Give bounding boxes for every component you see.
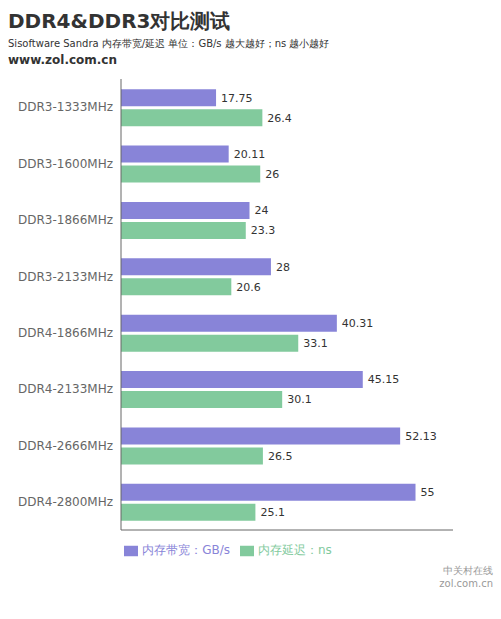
svg-text:23.3: 23.3 [251,224,276,237]
html-text:内存延迟：ns: 内存延迟：ns [258,543,332,557]
svg-text:28: 28 [276,261,290,274]
svg-text:17.75: 17.75 [221,92,253,105]
svg-text:52.13: 52.13 [405,430,437,443]
html-text:www.zol.com.cn: www.zol.com.cn [8,53,117,67]
svg-text:55: 55 [421,486,435,499]
svg-text:20.6: 20.6 [236,281,261,294]
svg-text:26.5: 26.5 [268,450,293,463]
html-text:zol.com.cn: zol.com.cn [439,578,493,589]
html-text:内存带宽：GB/s: 内存带宽：GB/s [142,543,230,557]
svg-text:DDR4-1866MHz: DDR4-1866MHz [18,326,113,340]
html-text:中关村在线: 中关村在线 [443,565,493,576]
svg-text:26.4: 26.4 [267,112,292,125]
svg-text:26: 26 [265,168,279,181]
svg-text:25.1: 25.1 [260,506,285,519]
svg-text:33.1: 33.1 [303,337,328,350]
svg-text:DDR4-2800MHz: DDR4-2800MHz [18,495,113,509]
html-text:Sisoftware Sandra 内存带宽/延迟 单位：G: Sisoftware Sandra 内存带宽/延迟 单位：GB/s 越大越好；n… [8,38,330,49]
svg-text:20.11: 20.11 [234,148,265,161]
svg-text:24: 24 [255,204,269,217]
svg-text:45.15: 45.15 [368,373,400,386]
svg-text:DDR4-2666MHz: DDR4-2666MHz [18,439,113,453]
svg-text:DDR3-2133MHz: DDR3-2133MHz [18,270,113,284]
html-text:DDR4&DDR3对比测试: DDR4&DDR3对比测试 [8,9,231,33]
svg-text:DDR3-1600MHz: DDR3-1600MHz [18,157,113,171]
svg-text:30.1: 30.1 [287,393,312,406]
svg-text:DDR3-1333MHz: DDR3-1333MHz [18,100,113,114]
svg-text:40.31: 40.31 [342,317,374,330]
svg-text:DDR3-1866MHz: DDR3-1866MHz [18,213,113,227]
svg-text:DDR4-2133MHz: DDR4-2133MHz [18,382,113,396]
